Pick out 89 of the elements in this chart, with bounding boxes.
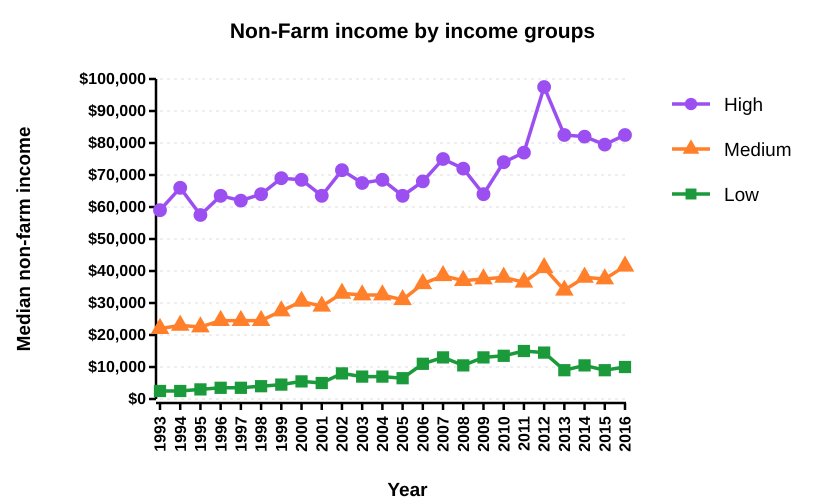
point xyxy=(153,203,167,218)
x-tick-label: 1996 xyxy=(213,416,230,452)
point xyxy=(477,351,490,364)
y-tick-label: $40,000 xyxy=(88,263,146,280)
x-tick-label: 2002 xyxy=(334,416,352,452)
point xyxy=(275,378,288,391)
point xyxy=(578,359,591,372)
point xyxy=(174,384,186,398)
y-tick-label: $70,000 xyxy=(88,167,146,184)
point xyxy=(254,380,268,392)
x-tick-label: 1997 xyxy=(233,416,250,452)
point xyxy=(498,350,510,362)
point xyxy=(598,364,611,376)
point xyxy=(335,163,349,178)
x-tick-label: 2015 xyxy=(597,416,614,452)
y-tick-label: $60,000 xyxy=(88,199,146,216)
point xyxy=(476,187,490,202)
point xyxy=(214,382,227,394)
x-tick-label: 1995 xyxy=(193,416,210,452)
x-tick-label: 2000 xyxy=(294,416,312,452)
legend-label: Medium xyxy=(724,140,792,161)
point xyxy=(578,130,592,144)
x-tick-label: 2007 xyxy=(436,416,453,452)
y-tick-label: $0 xyxy=(128,391,146,408)
y-tick-label: $10,000 xyxy=(88,359,146,376)
point xyxy=(173,180,188,195)
x-tick-label: 2010 xyxy=(496,416,514,452)
point xyxy=(396,188,410,203)
point xyxy=(336,367,348,380)
point xyxy=(618,360,632,374)
point xyxy=(194,208,208,222)
point xyxy=(234,382,247,394)
x-tick-label: 2003 xyxy=(354,416,372,452)
point xyxy=(396,372,409,384)
x-tick-label: 2005 xyxy=(395,416,412,452)
point xyxy=(294,172,308,187)
point xyxy=(355,176,370,190)
x-tick-label: 1998 xyxy=(254,416,271,452)
x-tick-label: 2016 xyxy=(618,416,635,452)
y-tick-label: $80,000 xyxy=(88,135,146,152)
x-tick-label: 1999 xyxy=(274,416,291,452)
point xyxy=(517,146,531,160)
point xyxy=(314,188,329,203)
y-tick-label: $30,000 xyxy=(88,295,146,312)
point xyxy=(537,80,552,94)
x-tick-label: 2001 xyxy=(314,416,332,452)
legend-label: Low xyxy=(724,185,760,206)
point xyxy=(234,194,248,208)
y-axis-title: Median non-farm income xyxy=(14,126,35,352)
chart-title: Non-Farm income by income groups xyxy=(230,20,596,43)
point xyxy=(496,155,511,170)
point xyxy=(274,171,288,186)
x-tick-label: 1993 xyxy=(152,416,170,452)
x-axis-title: Year xyxy=(387,480,428,501)
point xyxy=(436,152,450,166)
point xyxy=(254,187,268,202)
point xyxy=(558,364,570,376)
point xyxy=(456,162,470,176)
x-tick-label: 2013 xyxy=(556,416,574,452)
y-tick-label: $50,000 xyxy=(88,231,146,248)
y-tick-label: $20,000 xyxy=(88,327,146,344)
y-tick-label: $100,000 xyxy=(79,71,146,88)
x-tick-label: 2012 xyxy=(536,416,554,452)
point xyxy=(194,383,207,396)
x-tick-label: 2014 xyxy=(577,416,594,452)
x-tick-label: 2006 xyxy=(415,416,432,452)
point xyxy=(538,346,550,359)
point xyxy=(518,344,530,358)
point xyxy=(416,174,430,188)
x-tick-label: 2008 xyxy=(456,416,473,452)
y-tick-label: $90,000 xyxy=(88,103,146,120)
point xyxy=(356,370,368,383)
x-tick-label: 2011 xyxy=(516,416,534,451)
point xyxy=(618,128,632,142)
point xyxy=(436,351,450,364)
point xyxy=(557,128,572,142)
point xyxy=(598,138,612,152)
x-tick-label: 2004 xyxy=(374,416,392,452)
point xyxy=(214,188,228,203)
x-tick-label: 2009 xyxy=(476,416,494,452)
point xyxy=(375,172,390,187)
point xyxy=(416,358,429,370)
point xyxy=(154,384,166,398)
point xyxy=(295,375,308,388)
point xyxy=(457,359,470,372)
point xyxy=(316,376,328,390)
x-tick-label: 1994 xyxy=(172,416,190,452)
point xyxy=(376,370,389,383)
legend-label: High xyxy=(724,95,764,116)
